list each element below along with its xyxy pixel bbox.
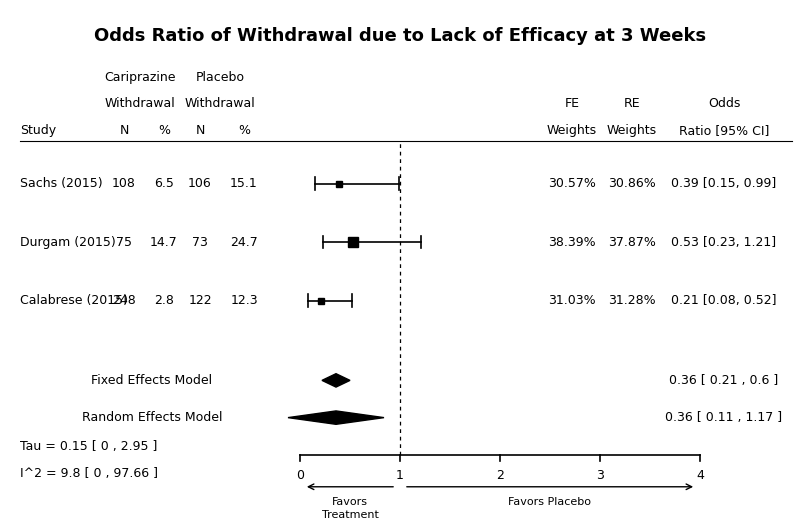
Text: Random Effects Model: Random Effects Model [82,411,222,424]
Text: Weights: Weights [607,124,657,137]
Text: 3: 3 [596,469,604,482]
Text: 108: 108 [112,177,136,190]
Text: 0.39 [0.15, 0.99]: 0.39 [0.15, 0.99] [671,177,777,190]
Text: N: N [195,124,205,137]
Text: Sachs (2015): Sachs (2015) [20,177,102,190]
Text: Calabrese (2015): Calabrese (2015) [20,294,128,307]
Text: 38.39%: 38.39% [548,236,596,248]
Text: Cariprazine: Cariprazine [104,71,176,84]
Text: %: % [158,124,170,137]
Text: %: % [238,124,250,137]
Text: 0: 0 [296,469,304,482]
Text: Fixed Effects Model: Fixed Effects Model [91,374,213,387]
Text: 73: 73 [192,236,208,248]
Text: 0.36 [ 0.11 , 1.17 ]: 0.36 [ 0.11 , 1.17 ] [666,411,782,424]
Text: 30.57%: 30.57% [548,177,596,190]
Text: 75: 75 [116,236,132,248]
Text: 2.8: 2.8 [154,294,174,307]
Text: Study: Study [20,124,56,137]
Text: Withdrawal: Withdrawal [185,97,255,110]
Text: 106: 106 [188,177,212,190]
Text: 2: 2 [496,469,504,482]
Text: FE: FE [565,97,579,110]
Text: I^2 = 9.8 [ 0 , 97.66 ]: I^2 = 9.8 [ 0 , 97.66 ] [20,467,158,480]
Text: 31.03%: 31.03% [548,294,596,307]
Text: 37.87%: 37.87% [608,236,656,248]
Text: 12.3: 12.3 [230,294,258,307]
Text: 122: 122 [188,294,212,307]
Text: 0.36 [ 0.21 , 0.6 ]: 0.36 [ 0.21 , 0.6 ] [670,374,778,387]
Text: Favors
Treatment: Favors Treatment [322,497,378,520]
Text: 1: 1 [396,469,404,482]
Text: 24.7: 24.7 [230,236,258,248]
Text: Durgam (2015): Durgam (2015) [20,236,116,248]
Text: 6.5: 6.5 [154,177,174,190]
Text: Withdrawal: Withdrawal [105,97,175,110]
Text: 248: 248 [112,294,136,307]
Text: 14.7: 14.7 [150,236,178,248]
Text: Ratio [95% CI]: Ratio [95% CI] [679,124,769,137]
Text: 15.1: 15.1 [230,177,258,190]
Text: N: N [119,124,129,137]
Text: Tau = 0.15 [ 0 , 2.95 ]: Tau = 0.15 [ 0 , 2.95 ] [20,440,158,453]
Text: RE: RE [624,97,640,110]
Text: 30.86%: 30.86% [608,177,656,190]
Text: 0.21 [0.08, 0.52]: 0.21 [0.08, 0.52] [671,294,777,307]
Text: Favors Placebo: Favors Placebo [509,497,591,508]
Text: 31.28%: 31.28% [608,294,656,307]
Text: 4: 4 [696,469,704,482]
Text: Weights: Weights [547,124,597,137]
Text: 0.53 [0.23, 1.21]: 0.53 [0.23, 1.21] [671,236,777,248]
Text: Odds: Odds [708,97,740,110]
Text: Odds Ratio of Withdrawal due to Lack of Efficacy at 3 Weeks: Odds Ratio of Withdrawal due to Lack of … [94,27,706,45]
Text: Placebo: Placebo [195,71,245,84]
